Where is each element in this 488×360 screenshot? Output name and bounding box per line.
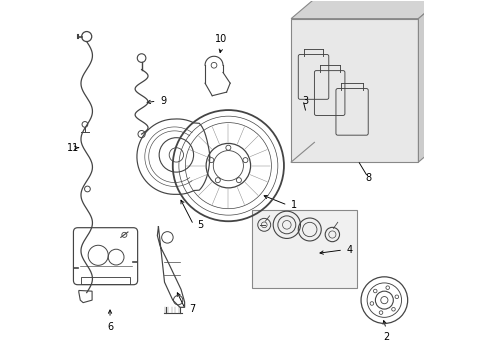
Bar (81, 277, 129, 284)
Text: 8: 8 (365, 173, 370, 183)
Polygon shape (290, 0, 441, 19)
Bar (251, 211, 357, 288)
Text: 7: 7 (188, 304, 195, 314)
Text: 10: 10 (215, 34, 227, 44)
Text: 3: 3 (302, 96, 308, 107)
Polygon shape (418, 0, 441, 162)
Text: 2: 2 (382, 332, 388, 342)
Text: 1: 1 (290, 200, 297, 210)
Bar (290, 19, 418, 162)
Text: 9: 9 (160, 96, 166, 106)
Text: 5: 5 (197, 220, 203, 230)
Text: 4: 4 (346, 245, 352, 255)
Text: 6: 6 (107, 321, 113, 332)
Text: 11: 11 (67, 143, 79, 153)
